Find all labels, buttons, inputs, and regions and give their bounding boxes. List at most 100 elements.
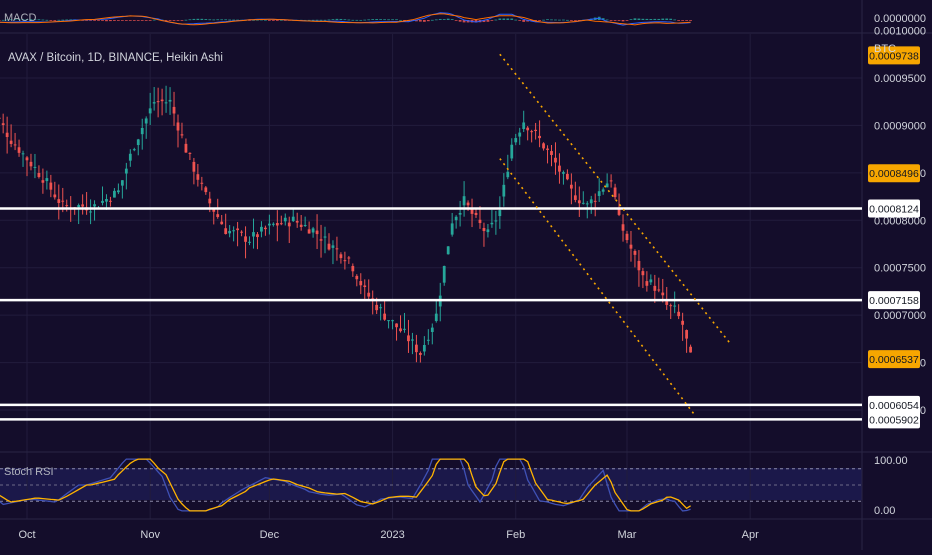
candle-body-19428	[669, 305, 673, 307]
candle-body-19321	[244, 236, 247, 242]
candle-body-19275	[61, 200, 65, 202]
macd-hist-19385	[498, 18, 502, 20]
candle-body-19333	[291, 216, 295, 222]
macd-hist-19314	[216, 19, 220, 21]
candle-body-19377	[466, 202, 470, 206]
macd-label[interactable]: MACD	[4, 12, 36, 24]
macd-hist-19359	[395, 19, 398, 21]
candle-body-19412	[605, 183, 609, 188]
macd-hist-19312	[208, 19, 212, 21]
macd-hist-19403	[569, 20, 573, 21]
candle-body-19411	[601, 189, 605, 192]
time-axis-ticks: Oct Nov Dec 2023 Feb Mar Apr	[18, 529, 759, 541]
candle-body-19331	[283, 217, 287, 222]
macd-hist-19389	[514, 19, 518, 21]
macd-hist-19282	[89, 20, 92, 21]
candle-body-19293	[132, 149, 136, 151]
macd-hist-19292	[128, 20, 132, 21]
macd-hist-19318	[232, 19, 236, 21]
price-tag-box-4	[868, 350, 920, 369]
price-tag-box-6	[868, 410, 920, 429]
candle-body-19308	[192, 161, 196, 172]
macd-zero-value: 0.0000000	[874, 13, 926, 25]
macd-hist-19337	[307, 19, 311, 21]
macd-hist-19351	[363, 19, 367, 21]
price-tag-label-2: 0.0008124	[869, 204, 919, 216]
candle-body-19422	[645, 281, 649, 286]
candle-body-19259	[0, 117, 1, 119]
candle-body-19379	[474, 212, 478, 215]
macd-hist-19326	[264, 19, 267, 21]
macd-hist-19349	[355, 19, 359, 21]
macd-hist-19281	[85, 20, 88, 21]
stoch-d-line	[0, 458, 691, 512]
macd-hist-19394	[534, 20, 537, 21]
macd-hist-19315	[220, 19, 224, 21]
macd-hist-19381	[482, 20, 486, 23]
macd-hist-19302	[168, 20, 172, 21]
macd-hist-19368	[430, 19, 434, 21]
macd-hist-19287	[109, 20, 112, 22]
price-tag-label-1: 0.0008496	[869, 168, 919, 180]
candle-body-19307	[188, 152, 192, 154]
macd-hist-19417	[625, 20, 629, 21]
price-tag-label-6: 0.0005902	[869, 414, 919, 426]
candle-body-19329	[275, 223, 279, 226]
macd-hist-19405	[577, 20, 581, 21]
candle-body-19410	[597, 191, 601, 196]
candle-body-19339	[315, 230, 319, 235]
candle-body-19364	[415, 344, 418, 353]
candle-body-19406	[581, 202, 585, 204]
candle-body-19330	[279, 223, 283, 225]
macd-hist-19316	[224, 19, 228, 21]
candle-body-19324	[256, 234, 259, 238]
price-tag-label-3: 0.0007158	[869, 295, 919, 307]
candle-body-19265	[21, 153, 25, 155]
candle-body-19368	[430, 327, 434, 332]
macd-hist-19404	[573, 20, 577, 21]
macd-hist-19402	[566, 19, 569, 21]
candle-body-19300	[160, 99, 164, 102]
price-tag-box-2	[868, 199, 920, 218]
macd-hist-19355	[379, 19, 383, 20]
candle-body-19349	[355, 275, 359, 280]
candle-body-19336	[303, 224, 307, 226]
macd-hist-19375	[458, 20, 462, 22]
candle-body-19351	[363, 285, 367, 287]
candle-body-19267	[29, 161, 33, 167]
stoch-rsi-label[interactable]: Stoch RSI	[4, 466, 54, 478]
candle-body-19431	[681, 320, 685, 325]
candle-body-19304	[176, 122, 180, 131]
candle-body-19344	[335, 248, 339, 250]
candle-body-19378	[470, 208, 474, 214]
macd-hist-19376	[462, 20, 466, 23]
macd-hist-19367	[426, 20, 430, 22]
candle-body-19297	[148, 108, 152, 114]
macd-hist-19347	[347, 19, 351, 21]
candle-body-19312	[208, 198, 212, 204]
macd-hist-19265	[21, 19, 25, 20]
candle-body-19376	[462, 196, 466, 206]
macd-hist-19313	[212, 19, 216, 21]
macd-hist-19319	[236, 19, 239, 21]
macd-hist-19261	[5, 19, 9, 21]
candle-body-19298	[152, 102, 156, 104]
macd-hist-19324	[256, 19, 259, 21]
candle-body-19317	[228, 230, 232, 234]
candle-body-19291	[124, 168, 128, 174]
macd-hist-19289	[117, 20, 120, 21]
macd-hist-19425	[657, 18, 661, 20]
macd-hist-19360	[399, 19, 402, 21]
candle-body-19403	[569, 184, 573, 189]
macd-hist-19298	[152, 19, 156, 21]
candle-body-19355	[379, 307, 383, 309]
candle-body-19413	[609, 180, 613, 182]
grid-lines	[0, 34, 862, 519]
candle-body-19398	[550, 151, 553, 155]
macd-hist-19372	[446, 18, 450, 20]
candle-body-19373	[450, 223, 454, 235]
macd-hist-19420	[637, 18, 641, 20]
candle-body-19326	[264, 227, 267, 230]
